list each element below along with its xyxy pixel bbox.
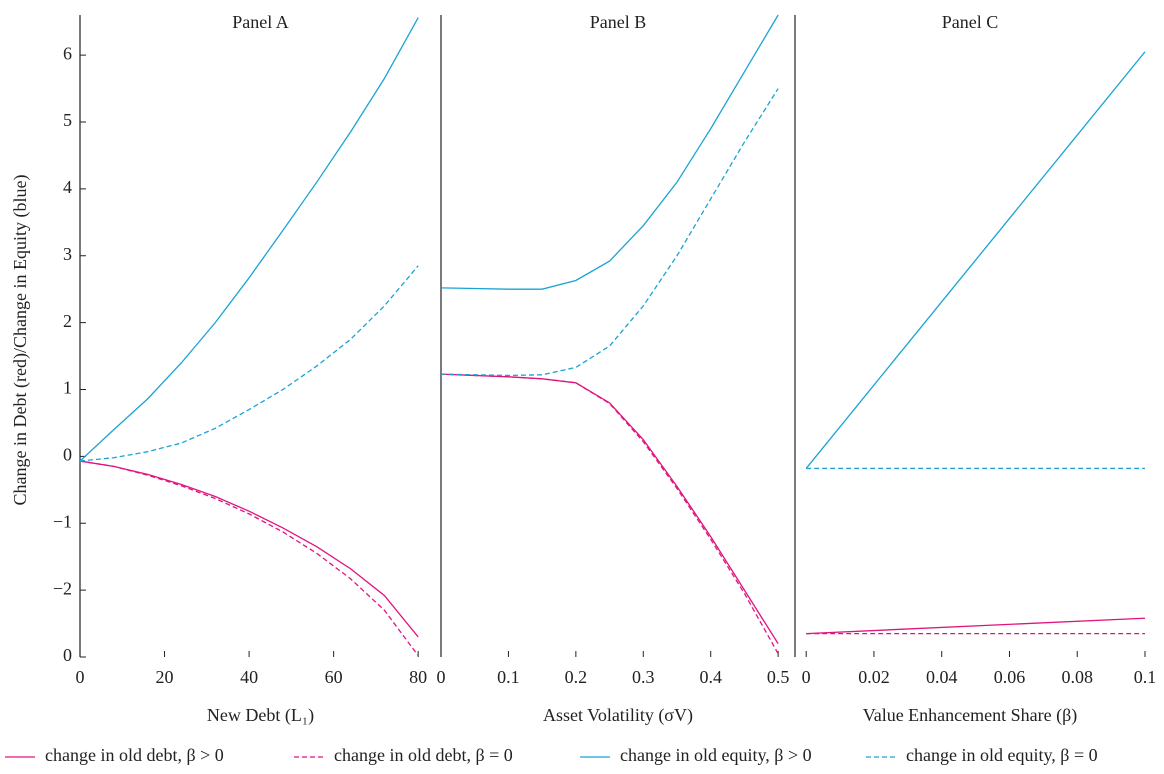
x-tick-label: 0.06 — [994, 667, 1026, 687]
legend-label: change in old equity, β = 0 — [906, 745, 1098, 765]
legend-label: change in old equity, β > 0 — [620, 745, 812, 765]
x-tick-label: 20 — [156, 667, 174, 687]
x-tick-label: 0.04 — [926, 667, 958, 687]
x-tick-label: 0 — [802, 667, 811, 687]
y-tick-label: 2 — [63, 311, 72, 331]
y-tick-label: −1 — [53, 511, 72, 531]
x-axis-label: New Debt (L₁) — [207, 705, 314, 726]
series-line — [79, 17, 419, 462]
panel-title: Panel A — [232, 12, 289, 32]
x-tick-label: 60 — [325, 667, 343, 687]
y-tick-label: 1 — [63, 378, 72, 398]
x-tick-label: 0.4 — [699, 667, 722, 687]
legend-label: change in old debt, β > 0 — [45, 745, 224, 765]
x-tick-label: 0.3 — [632, 667, 655, 687]
x-tick-label: 0.2 — [565, 667, 588, 687]
series-line — [79, 460, 419, 638]
x-tick-label: 0 — [437, 667, 446, 687]
series-line — [805, 51, 1146, 469]
y-tick-label: 0 — [63, 445, 72, 465]
x-tick-label: 40 — [240, 667, 258, 687]
x-tick-label: 0 — [76, 667, 85, 687]
series-line — [440, 14, 779, 290]
legend-label: change in old debt, β = 0 — [334, 745, 513, 765]
y-tick-label: 6 — [63, 43, 72, 63]
x-tick-label: 0.1 — [497, 667, 520, 687]
x-axis-label: Asset Volatility (σV) — [543, 705, 693, 726]
x-tick-label: 0.08 — [1061, 667, 1093, 687]
series-line — [79, 265, 419, 462]
y-tick-label: 5 — [63, 110, 72, 130]
series-line — [806, 617, 1146, 635]
y-tick-label: 0 — [63, 645, 72, 665]
y-tick-label: 4 — [63, 177, 72, 197]
series-line — [440, 373, 779, 644]
x-tick-label: 0.02 — [858, 667, 890, 687]
panel-title: Panel B — [590, 12, 647, 32]
series-line — [79, 460, 419, 657]
y-axis-label: Change in Debt (red)/Change in Equity (b… — [10, 175, 31, 506]
panel-title: Panel C — [942, 12, 999, 32]
x-tick-label: 80 — [409, 667, 427, 687]
y-tick-label: −2 — [53, 578, 72, 598]
y-tick-label: 3 — [63, 244, 72, 264]
x-tick-label: 0.1 — [1134, 667, 1157, 687]
x-tick-label: 0.5 — [767, 667, 790, 687]
series-line — [440, 88, 779, 377]
x-axis-label: Value Enhancement Share (β) — [863, 705, 1078, 726]
series-line — [440, 373, 779, 654]
